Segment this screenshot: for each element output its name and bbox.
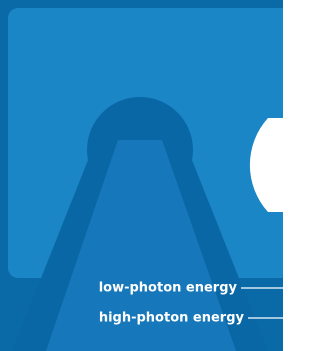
label: high-photon energy (99, 311, 245, 326)
illustration: low-photon energy high-photon energy (0, 0, 283, 351)
label: low-photon energy (99, 281, 238, 296)
